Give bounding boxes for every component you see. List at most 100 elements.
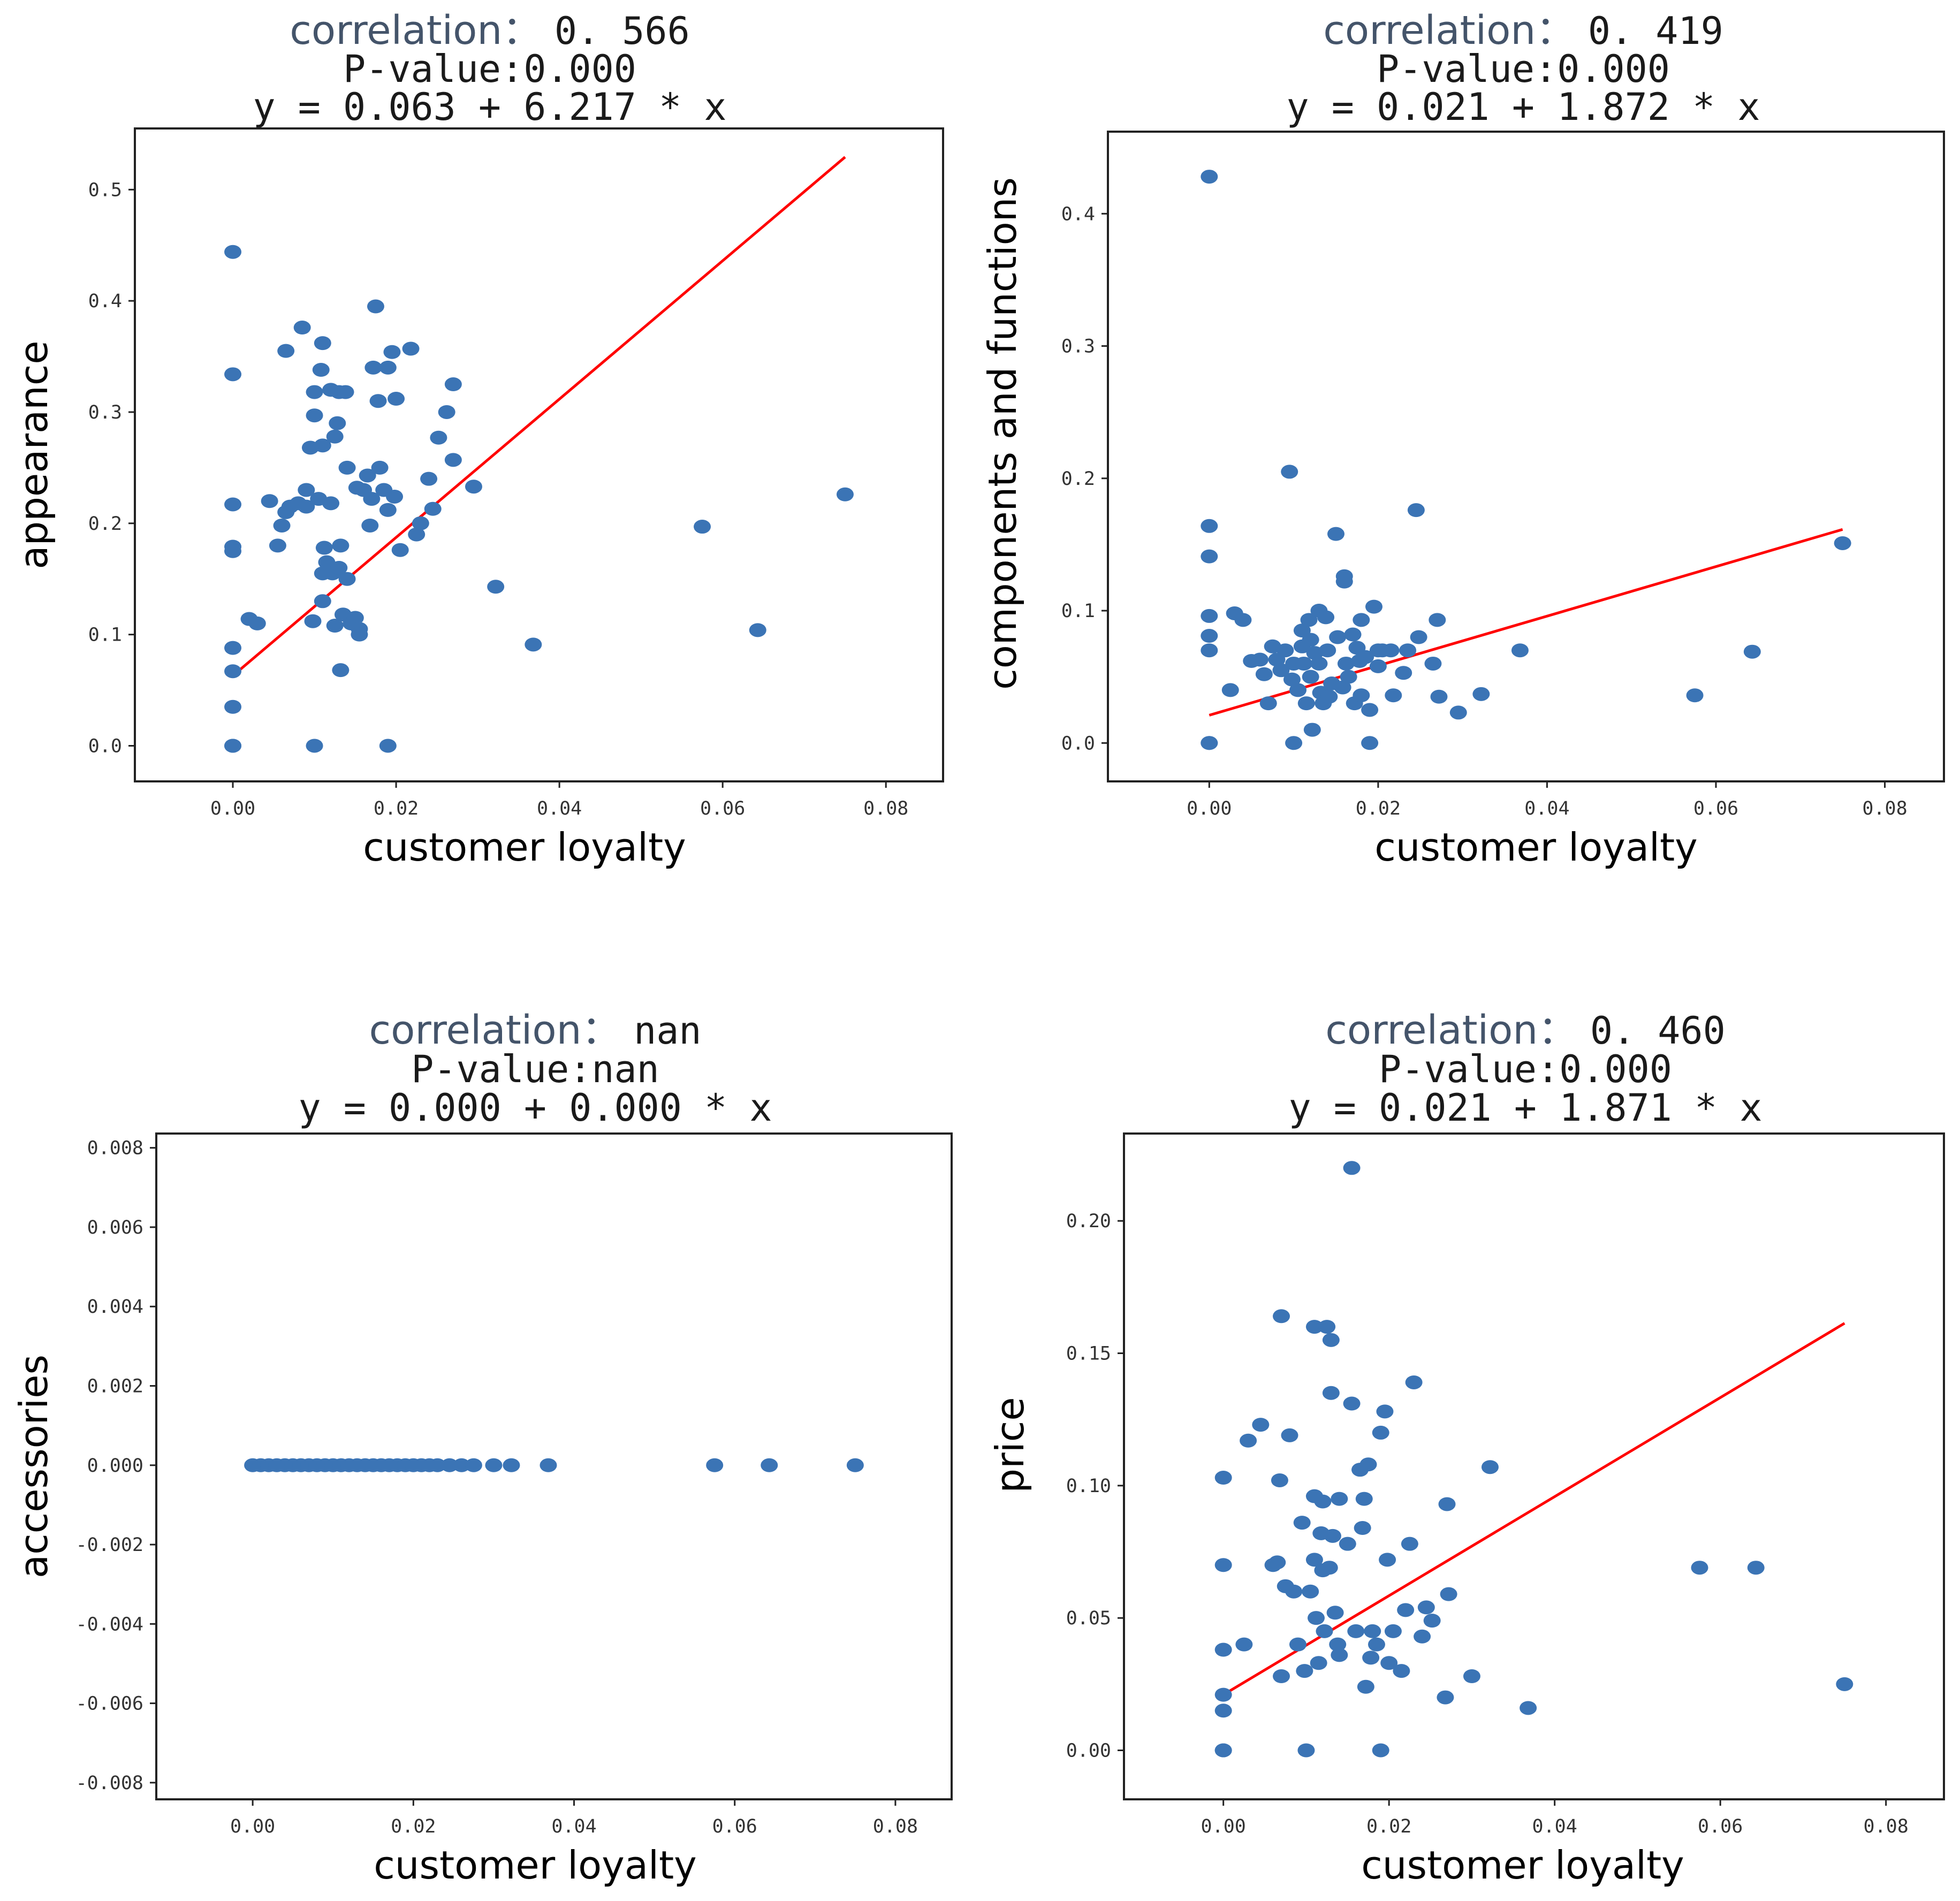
scatter-point xyxy=(1214,1471,1232,1485)
scatter-point xyxy=(749,623,766,637)
correlation-value: 0. 419 xyxy=(1588,9,1723,53)
x-tick-label: 0.00 xyxy=(230,1816,275,1837)
x-tick-label: 0.08 xyxy=(863,798,908,819)
scatter-point xyxy=(1691,1561,1708,1575)
scatter-point xyxy=(1316,1624,1333,1638)
scatter-point xyxy=(1834,536,1851,550)
scatter-point xyxy=(1417,1600,1435,1615)
scatter-point xyxy=(1285,1584,1303,1599)
x-axis-label: customer loyalty xyxy=(374,1843,697,1888)
scatter-point xyxy=(408,527,426,542)
scatter-point xyxy=(694,520,711,534)
scatter-point xyxy=(1423,1614,1441,1628)
scatter-point xyxy=(438,405,455,419)
scatter-point xyxy=(1382,643,1400,658)
scatter-point xyxy=(440,1458,458,1472)
scatter-point xyxy=(1314,1494,1332,1509)
y-tick-label: 0.0 xyxy=(88,735,122,757)
x-ticks: 0.00 0.02 0.04 0.06 0.08 xyxy=(1201,1799,1909,1837)
scatter-point xyxy=(540,1458,557,1472)
scatter-point xyxy=(1399,643,1417,658)
scatter-point xyxy=(1214,1687,1232,1702)
x-tick-label: 0.08 xyxy=(873,1816,918,1837)
scatter-point xyxy=(1357,650,1374,664)
scatter-point xyxy=(1440,1587,1457,1601)
scatter-point xyxy=(224,641,242,655)
scatter-points xyxy=(244,1458,864,1472)
x-tick-label: 0.04 xyxy=(537,798,582,819)
correlation-keyword: correlation xyxy=(1323,7,1536,54)
scatter-point xyxy=(337,385,354,399)
x-tick-label: 0.02 xyxy=(374,798,419,819)
scatter-point xyxy=(1201,609,1218,623)
scatter-point xyxy=(836,487,854,501)
scatter-point xyxy=(1331,1648,1348,1662)
scatter-point xyxy=(371,460,389,475)
x-tick-label: 0.04 xyxy=(551,1816,596,1837)
scatter-point xyxy=(1322,1386,1340,1400)
scatter-point xyxy=(1214,1704,1232,1718)
x-tick-label: 0.08 xyxy=(1862,798,1907,819)
scatter-point xyxy=(1481,1460,1499,1474)
scatter-point xyxy=(487,580,505,594)
correlation-value: 0. 460 xyxy=(1590,1009,1726,1053)
correlation-keyword: correlation xyxy=(1325,1007,1538,1053)
scatter-point xyxy=(1308,1611,1325,1625)
scatter-point xyxy=(1310,1656,1327,1670)
regression-equation: y = 0.000 + 0.000 * x xyxy=(298,1086,772,1130)
scatter-point xyxy=(1201,519,1218,533)
scatter-point xyxy=(224,245,242,259)
scatter-point xyxy=(420,472,438,486)
scatter-point xyxy=(761,1458,778,1472)
scatter-point xyxy=(1310,656,1328,671)
x-ticks: 0.00 0.02 0.04 0.06 0.08 xyxy=(230,1799,918,1837)
y-tick-label: 0.0 xyxy=(1061,733,1095,754)
scatter-point xyxy=(1344,627,1362,642)
scatter-point xyxy=(338,460,356,475)
scatter-point xyxy=(1364,1624,1381,1638)
p-value-text: P-value:nan xyxy=(411,1047,659,1091)
y-tick-label: 0.5 xyxy=(88,179,122,201)
y-tick-label: 0.4 xyxy=(88,291,122,312)
panel-accessories: correlation： nan P-value:nan y = 0.000 +… xyxy=(11,1007,953,1888)
panel-components-and-functions: correlation： 0. 419 P-value:0.000 y = 0.… xyxy=(980,7,1945,870)
scatter-point xyxy=(503,1458,520,1472)
x-ticks: 0.00 0.02 0.04 0.06 0.08 xyxy=(1187,781,1908,819)
scatter-points xyxy=(224,245,854,753)
scatter-point xyxy=(363,492,381,506)
x-tick-label: 0.00 xyxy=(1201,1816,1246,1837)
scatter-point xyxy=(1405,1375,1423,1389)
scatter-point xyxy=(1327,527,1344,541)
y-tick-label: 0.4 xyxy=(1061,203,1095,225)
y-tick-label: 0.3 xyxy=(1061,336,1095,358)
scatter-point xyxy=(1201,549,1218,564)
scatter-point xyxy=(1252,1418,1270,1432)
scatter-point xyxy=(386,489,404,504)
scatter-point xyxy=(1376,1404,1394,1419)
scatter-point xyxy=(1343,1396,1361,1411)
scatter-point xyxy=(388,392,405,406)
scatter-point xyxy=(1395,666,1412,680)
x-axis-label: customer loyalty xyxy=(1374,825,1698,870)
scatter-point xyxy=(1302,670,1319,684)
y-tick-label: 0.05 xyxy=(1066,1608,1111,1629)
x-tick-label: 0.04 xyxy=(1532,1816,1577,1837)
panel-appearance: correlation： 0. 566 P-value:0.000 y = 0.… xyxy=(11,7,944,870)
scatter-point xyxy=(224,664,242,679)
scatter-point xyxy=(1283,672,1301,687)
scatter-point xyxy=(1511,643,1529,658)
y-tick-label: 0.004 xyxy=(87,1296,143,1318)
plot-area xyxy=(1107,131,1945,782)
scatter-point xyxy=(1393,1664,1410,1678)
x-tick-label: 0.04 xyxy=(1524,798,1569,819)
x-tick-label: 0.06 xyxy=(1698,1816,1743,1837)
scatter-point xyxy=(326,619,344,633)
scatter-point xyxy=(1362,1651,1380,1665)
regression-line xyxy=(232,156,846,677)
scatter-point xyxy=(1369,659,1387,673)
scatter-point xyxy=(1201,643,1218,658)
scatter-point xyxy=(314,336,331,351)
scatter-point xyxy=(1259,696,1277,711)
scatter-point xyxy=(1347,1624,1365,1638)
